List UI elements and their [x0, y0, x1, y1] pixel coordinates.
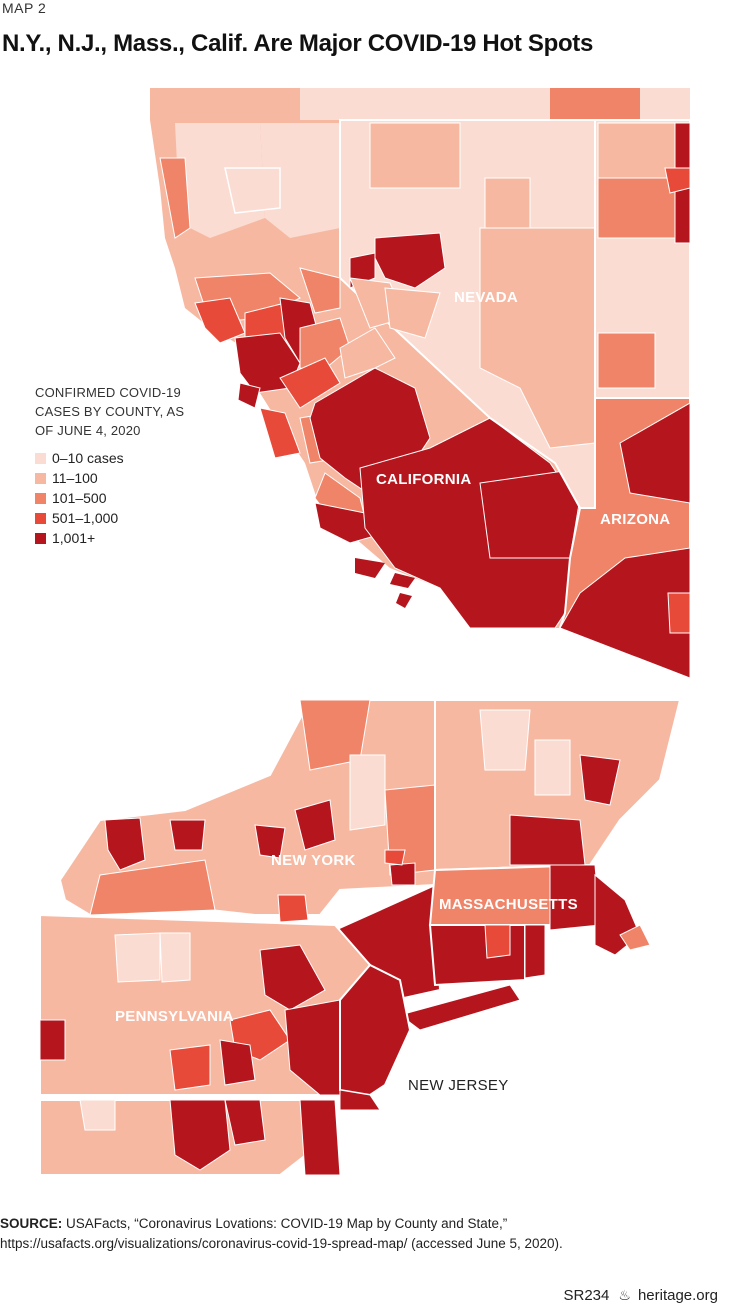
report-id: SR234 [563, 1287, 610, 1304]
northeast-states-map [40, 700, 682, 1176]
legend-item: 0–10 cases [35, 448, 205, 468]
western-states-map [150, 88, 690, 678]
legend-item: 1,001+ [35, 528, 205, 548]
legend-label: 0–10 cases [52, 450, 124, 466]
source-url: https://usafacts.org/visualizations/coro… [0, 1236, 563, 1251]
map-legend: CONFIRMED COVID-19 CASES BY COUNTY, AS O… [35, 383, 205, 548]
footer: SR234 ♨ heritage.org [564, 1287, 719, 1304]
source-text: USAFacts, “Coronavirus Lovations: COVID-… [66, 1216, 508, 1231]
maryland-delaware-counties [40, 1099, 341, 1176]
legend-label: 101–500 [52, 490, 107, 506]
legend-label: 11–100 [52, 470, 98, 486]
label-new-york: NEW YORK [271, 852, 356, 869]
liberty-bell-icon: ♨ [618, 1287, 631, 1303]
legend-swatch-101-500 [35, 492, 46, 504]
map-kicker: MAP 2 [2, 0, 47, 16]
site-name: heritage.org [637, 1287, 718, 1304]
new-york-counties [58, 700, 521, 1031]
map-title: N.Y., N.J., Mass., Calif. Are Major COVI… [2, 30, 594, 57]
label-new-jersey: NEW JERSEY [408, 1077, 509, 1094]
legend-label: 1,001+ [52, 530, 96, 546]
legend-swatch-1001-plus [35, 532, 46, 544]
legend-item: 501–1,000 [35, 508, 205, 528]
source-prefix: SOURCE: [0, 1216, 63, 1231]
new-england-counties [428, 700, 682, 987]
legend-item: 11–100 [35, 468, 205, 488]
label-massachusetts: MASSACHUSETTS [439, 896, 578, 913]
source-line-1: SOURCE: USAFacts, “Coronavirus Lovations… [0, 1214, 720, 1234]
label-arizona: ARIZONA [600, 511, 671, 528]
legend-swatch-501-1000 [35, 512, 46, 524]
utah-arizona-counties [558, 119, 690, 678]
legend-item: 101–500 [35, 488, 205, 508]
legend-swatch-11-100 [35, 472, 46, 484]
source-note: SOURCE: USAFacts, “Coronavirus Lovations… [0, 1214, 720, 1254]
oregon-idaho-border-counties [150, 88, 690, 120]
legend-title: CONFIRMED COVID-19 CASES BY COUNTY, AS O… [35, 385, 185, 438]
legend-swatch-0-10 [35, 452, 46, 464]
new-jersey-counties [339, 963, 412, 1111]
california-counties [150, 120, 586, 629]
legend-list: 0–10 cases 11–100 101–500 501–1,000 1,00… [35, 448, 205, 548]
nevada-counties [339, 119, 596, 509]
label-california: CALIFORNIA [376, 471, 472, 488]
label-pennsylvania: PENNSYLVANIA [115, 1008, 234, 1025]
label-nevada: NEVADA [454, 289, 519, 306]
legend-label: 501–1,000 [52, 510, 119, 526]
pennsylvania-counties [40, 913, 372, 1096]
